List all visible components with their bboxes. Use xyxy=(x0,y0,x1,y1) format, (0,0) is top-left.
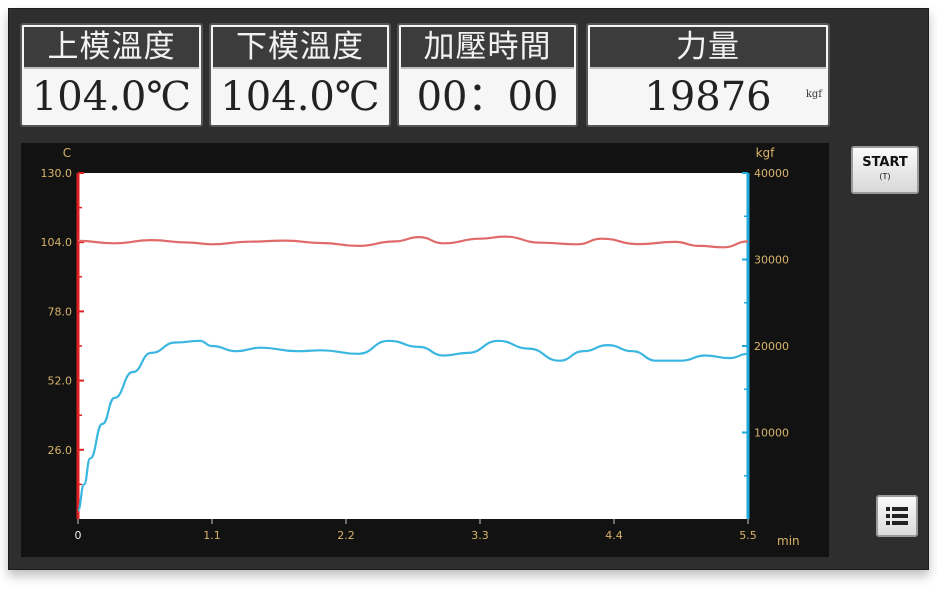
x-tick-label: 1.1 xyxy=(203,529,221,542)
start-button-label: START xyxy=(862,155,908,170)
left-tick-label: 104.0 xyxy=(41,236,73,249)
force-series-line xyxy=(76,339,749,512)
upper-mold-temp-panel: 上模溫度 104.0℃ xyxy=(20,23,203,127)
right-tick-label: 40000 xyxy=(754,167,789,180)
hmi-screen: 上模溫度 104.0℃ 下模溫度 104.0℃ 加壓時間 00：00 力量 19… xyxy=(8,8,929,570)
x-tick-label: 5.5 xyxy=(739,529,757,542)
trend-chart-svg: 130.0 104.0 78.0 52.0 26.0 40000 30000 20000 10… xyxy=(41,146,800,548)
force-panel: 力量 19876 kgf xyxy=(586,23,830,127)
press-time-label: 加壓時間 xyxy=(401,27,574,69)
right-tick-label: 20000 xyxy=(754,340,789,353)
force-value: 19876 xyxy=(644,74,772,120)
series-group xyxy=(76,235,749,512)
lower-mold-temp-panel: 下模溫度 104.0℃ xyxy=(209,23,391,127)
right-axis: 40000 30000 20000 10000 xyxy=(742,167,789,519)
lower-mold-temp-label: 下模溫度 xyxy=(213,27,387,69)
list-icon xyxy=(886,507,908,525)
force-label: 力量 xyxy=(590,27,826,69)
left-tick-label: 52.0 xyxy=(48,375,73,388)
press-time-panel: 加壓時間 00：00 xyxy=(397,23,578,127)
x-tick-label: 0 xyxy=(75,529,82,542)
force-value-row: 19876 kgf xyxy=(588,69,828,125)
force-unit: kgf xyxy=(805,89,822,100)
left-tick-label: 26.0 xyxy=(48,444,73,457)
menu-button[interactable] xyxy=(876,495,918,537)
right-axis-title: kgf xyxy=(756,146,776,160)
x-tick-label: 3.3 xyxy=(471,529,489,542)
left-tick-label: 78.0 xyxy=(48,305,73,318)
x-tick-label: 4.4 xyxy=(605,529,623,542)
right-tick-label: 30000 xyxy=(754,254,789,267)
start-button-sublabel: (T) xyxy=(879,172,891,181)
left-axis: 130.0 104.0 78.0 52.0 26.0 xyxy=(41,167,84,519)
x-axis-unit: min xyxy=(777,534,800,548)
upper-mold-temp-value: 104.0℃ xyxy=(31,74,192,120)
right-tick-label: 10000 xyxy=(754,427,789,440)
press-time-value: 00：00 xyxy=(416,74,559,120)
left-tick-label: 130.0 xyxy=(41,167,73,180)
x-tick-label: 2.2 xyxy=(337,529,355,542)
x-axis: 0 1.1 2.2 3.3 4.4 5.5 xyxy=(75,519,757,542)
trend-chart: 130.0 104.0 78.0 52.0 26.0 40000 30000 20000 10… xyxy=(21,143,829,557)
temperature-series-line xyxy=(77,235,749,249)
upper-mold-temp-label: 上模溫度 xyxy=(24,27,199,69)
left-axis-title: C xyxy=(63,146,71,160)
lower-mold-temp-value: 104.0℃ xyxy=(220,74,380,120)
start-button[interactable]: START (T) xyxy=(851,146,919,194)
